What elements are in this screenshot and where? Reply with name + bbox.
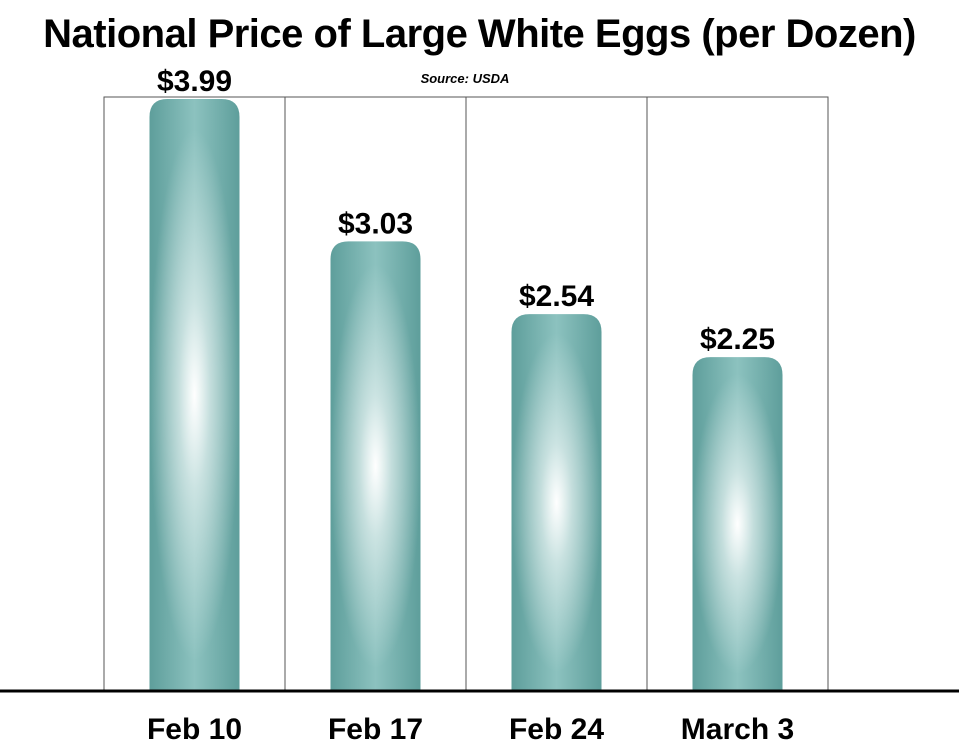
category-label-feb-24: Feb 24 bbox=[509, 713, 604, 746]
value-labels: $3.99 $3.03 $2.54 $2.25 bbox=[157, 65, 775, 356]
value-label-march-3: $2.25 bbox=[700, 323, 775, 356]
bars bbox=[149, 99, 783, 691]
category-label-march-3: March 3 bbox=[681, 713, 794, 746]
bar-feb-10 bbox=[149, 99, 240, 691]
bar-march-3-highlight bbox=[692, 357, 783, 691]
category-labels: Feb 10 Feb 17 Feb 24 March 3 bbox=[147, 713, 794, 746]
chart-title: National Price of Large White Eggs (per … bbox=[43, 12, 916, 56]
bar-feb-17-highlight bbox=[330, 241, 421, 691]
bar-march-3 bbox=[692, 357, 783, 691]
bar-feb-17 bbox=[330, 241, 421, 691]
category-label-feb-10: Feb 10 bbox=[147, 713, 242, 746]
category-label-feb-17: Feb 17 bbox=[328, 713, 423, 746]
bar-feb-24-highlight bbox=[511, 314, 602, 691]
value-label-feb-24: $2.54 bbox=[519, 280, 594, 313]
bar-feb-24 bbox=[511, 314, 602, 691]
chart-subtitle: Source: USDA bbox=[420, 71, 510, 86]
value-label-feb-17: $3.03 bbox=[338, 207, 413, 240]
bar-feb-10-highlight bbox=[149, 99, 240, 691]
value-label-feb-10: $3.99 bbox=[157, 65, 232, 98]
